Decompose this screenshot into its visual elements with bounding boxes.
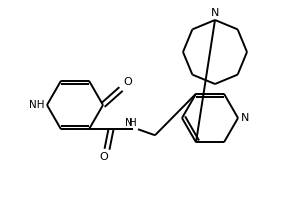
Text: N: N xyxy=(211,8,219,18)
Text: N: N xyxy=(241,113,249,123)
Text: H: H xyxy=(129,118,137,128)
Text: O: O xyxy=(123,77,132,87)
Text: NH: NH xyxy=(29,100,45,110)
Text: O: O xyxy=(100,152,108,162)
Text: N: N xyxy=(125,118,133,128)
